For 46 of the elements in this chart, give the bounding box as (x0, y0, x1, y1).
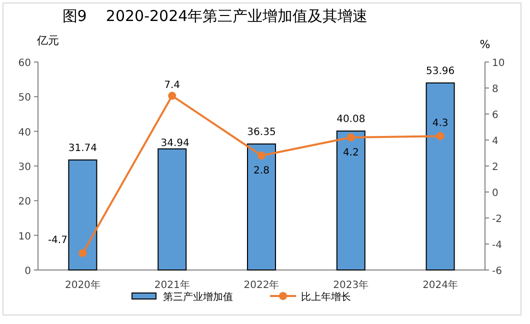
y2-tick-label: 4 (492, 136, 498, 147)
y2-tick-label: -2 (492, 214, 502, 225)
y-axis-title: 亿元 (36, 34, 59, 47)
data-label: 53.96 (426, 66, 455, 77)
point (346, 133, 355, 142)
x-tick-label: 2024年 (422, 279, 458, 291)
y2-tick-label: 10 (492, 58, 505, 69)
point (168, 92, 176, 100)
y2-tick-label: -6 (492, 266, 502, 277)
y2-axis-title: % (480, 38, 490, 51)
y-tick-label: 20 (18, 196, 31, 208)
data-label: 7.4 (164, 80, 180, 91)
legend-label: 比上年增长 (301, 291, 351, 303)
y2-tick-label: 2 (492, 162, 498, 173)
y-tick-label: 0 (24, 266, 31, 277)
data-label: 4.3 (432, 118, 448, 130)
data-label: 31.74 (68, 142, 98, 154)
y2-tick-label: 6 (492, 110, 498, 121)
data-label: -4.7 (48, 235, 68, 246)
data-label: 36.35 (247, 126, 276, 138)
y2-tick-label: 8 (492, 84, 498, 95)
y-tick-label: 30 (18, 162, 31, 173)
y2-tick-label: -4 (492, 240, 502, 251)
data-label: 4.2 (342, 147, 359, 158)
y-tick-label: 50 (18, 92, 31, 104)
y2-tick-label: 0 (492, 188, 498, 199)
bar (158, 148, 187, 270)
x-tick-label: 2023年 (333, 279, 369, 291)
point (258, 152, 266, 160)
bar (426, 82, 455, 270)
y-tick-label: 60 (18, 58, 31, 69)
x-tick-label: 2020年 (64, 279, 100, 291)
y-tick-label: 10 (18, 231, 31, 242)
x-tick-label: 2022年 (244, 279, 280, 291)
chart-title: 图9 2020-2024年第三产业增加值及其增速 (62, 7, 368, 25)
legend-label: 第三产业增加值 (163, 291, 233, 303)
point (78, 249, 87, 258)
bar (336, 130, 366, 270)
data-label: 40.08 (336, 114, 366, 126)
data-label: 34.94 (160, 138, 190, 149)
x-tick-label: 2021年 (154, 279, 190, 291)
bar (68, 159, 98, 270)
data-label: 2.8 (254, 166, 270, 177)
point (436, 132, 444, 140)
y-tick-label: 40 (18, 127, 31, 138)
bar (247, 143, 276, 270)
